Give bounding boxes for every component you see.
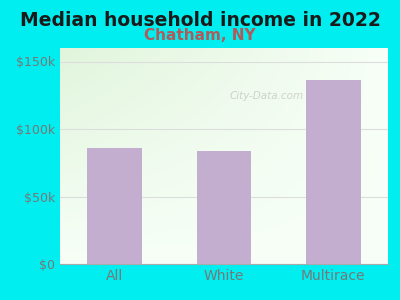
Bar (306, 80, 361, 264)
Text: City-Data.com: City-Data.com (230, 91, 304, 100)
Bar (197, 151, 251, 264)
Text: Median household income in 2022: Median household income in 2022 (20, 11, 380, 29)
Bar (87, 148, 142, 264)
Text: Chatham, NY: Chatham, NY (144, 28, 256, 44)
